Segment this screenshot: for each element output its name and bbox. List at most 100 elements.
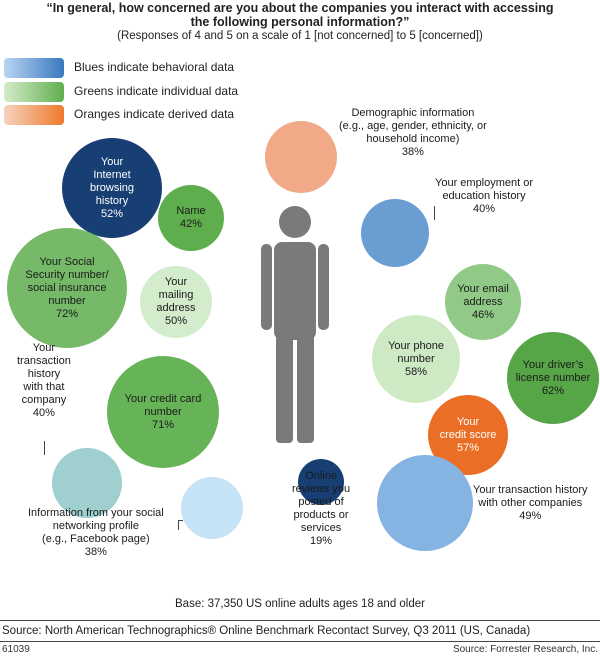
legend-swatch xyxy=(4,105,64,125)
bubble-label-line: networking profile xyxy=(52,520,139,532)
bubble-text: Your phone number 58% xyxy=(388,340,444,379)
bubble-value: 58% xyxy=(404,365,428,378)
bubble-individual: Your credit card number 71% xyxy=(107,356,219,468)
bubble-value: 57% xyxy=(456,441,479,454)
bubble-label-line: number xyxy=(48,294,86,307)
bubble-label-line: Your xyxy=(164,276,188,288)
bubble-behavioral xyxy=(181,477,243,539)
bubble-label-line: license number xyxy=(515,371,591,384)
bubble-label-line: Your xyxy=(32,342,56,354)
bubble-label-line: Internet xyxy=(93,168,131,181)
bubble-text: Your driver’s license number 62% xyxy=(516,359,591,398)
bubble-callout-label: Your employment or education history 40% xyxy=(435,177,533,216)
bubble-text: Name 42% xyxy=(176,205,205,231)
legend-label: Oranges indicate derived data xyxy=(74,107,235,121)
bubble-label-line: mailing xyxy=(158,289,194,301)
bubble-label-line: with other companies xyxy=(478,497,583,509)
bubble-label-line: social insurance xyxy=(27,281,107,294)
bubble-text: Your credit score 57% xyxy=(440,416,497,455)
bubble-label-line: number xyxy=(144,405,182,418)
bubble-label-line: transaction xyxy=(17,355,71,367)
bubble-behavioral xyxy=(298,459,344,505)
bubble-callout-label: Information from your social networking p… xyxy=(28,507,164,559)
chart-title-line-2: the following personal information?” xyxy=(190,15,410,29)
divider-top xyxy=(0,620,600,621)
bubble-behavioral xyxy=(377,455,473,551)
bubble-individual: Your phone number 58% xyxy=(372,315,460,403)
bubble-text: Your email address 46% xyxy=(457,283,509,322)
bubble-label-line: Security number/ xyxy=(25,268,109,281)
legend-swatch xyxy=(4,82,64,102)
bubble-label-line: Demographic information xyxy=(351,107,475,119)
source-note: Source: North American Technographics® O… xyxy=(2,625,531,637)
credit-note: Source: Forrester Research, Inc. xyxy=(452,644,598,655)
bubble-value: 38% xyxy=(84,546,107,558)
bubble-label-line: education history xyxy=(442,190,526,202)
bubble-value: 62% xyxy=(541,384,565,397)
bubble-text: Your Internet browsing history 52% xyxy=(90,156,134,221)
bubble-label-line: (e.g., Facebook page) xyxy=(42,533,150,545)
bubble-label-line: number xyxy=(397,352,435,365)
chart-subtitle: (Responses of 4 and 5 on a scale of 1 [n… xyxy=(117,30,483,42)
bubble-individual: Your email address 46% xyxy=(445,264,521,340)
bubble-label-line: services xyxy=(300,522,342,534)
bubble-callout-label: Your transaction history with that company 40… xyxy=(17,342,71,420)
bubble-derived: Your credit score 57% xyxy=(428,395,508,475)
bubble-label-line: Your Social xyxy=(39,255,95,268)
bubble-label-line: Your employment or xyxy=(435,177,534,189)
bubble-label-line: products or xyxy=(293,509,349,521)
bubble-derived xyxy=(265,121,337,193)
bubble-label-line: history xyxy=(27,368,61,380)
bubble-value: 38% xyxy=(401,146,424,158)
leader-line xyxy=(44,441,45,455)
legend-label: Greens indicate individual data xyxy=(74,84,239,98)
bubble-label-line: address xyxy=(156,302,196,314)
bubble-behavioral xyxy=(52,448,122,518)
bubble-behavioral xyxy=(361,199,429,267)
chart-title-line-1: “In general, how concerned are you about… xyxy=(46,1,554,15)
bubble-label-line: reviews you xyxy=(292,483,351,495)
bubble-label-line: Your phone xyxy=(388,339,444,352)
bubble-label-line: (e.g., age, gender, ethnicity, or xyxy=(339,120,487,132)
bubble-individual: Your mailing address 50% xyxy=(140,266,212,338)
bubble-callout-label: Demographic information (e.g., age, gende… xyxy=(339,107,487,159)
bubble-label-line: Your credit card xyxy=(124,392,202,405)
legend-swatch xyxy=(4,58,64,78)
bubble-text: Your Social Security number/social insura… xyxy=(25,256,108,321)
leader-line xyxy=(178,520,179,530)
person-silhouette-icon xyxy=(261,206,329,443)
bubble-callout-label: Your transaction history with other compa… xyxy=(473,484,588,523)
bubble-value: 49% xyxy=(519,510,542,522)
bubble-value: 50% xyxy=(164,315,187,327)
bubble-label-line: credit score xyxy=(439,428,497,441)
bubble-label-line: history xyxy=(95,194,129,207)
figure-id: 61039 xyxy=(2,644,30,655)
bubble-value: 42% xyxy=(179,218,203,230)
bubble-label-line: company xyxy=(21,394,67,406)
bubble-individual: Name 42% xyxy=(158,185,224,251)
legend-label: Blues indicate behavioral data xyxy=(74,60,235,74)
bubble-text: Your credit card number 71% xyxy=(125,393,202,432)
bubble-individual: Your Social Security number/social insura… xyxy=(7,228,127,348)
chart-title: “In general, how concerned are you about… xyxy=(10,1,590,29)
leader-line xyxy=(178,520,183,521)
bubble-value: 72% xyxy=(55,307,79,320)
bubble-label-line: household income) xyxy=(366,133,460,145)
bubble-value: 40% xyxy=(32,407,55,419)
bubble-label-line: Your xyxy=(100,155,124,168)
bubble-callout-label: Online reviews you posted of products or ser… xyxy=(292,470,350,548)
divider-bottom xyxy=(0,641,600,642)
bubble-label-line: Your transaction history xyxy=(473,484,588,496)
bubble-label-line: posted of xyxy=(298,496,344,508)
bubble-label-line: Name xyxy=(176,205,206,217)
bubble-label-line: Information from your social xyxy=(28,507,164,519)
bubble-label-line: Online xyxy=(305,470,337,482)
bubble-behavioral: Your Internet browsing history 52% xyxy=(62,138,162,238)
bubble-text: Your mailing address 50% xyxy=(156,276,195,328)
leader-line xyxy=(434,206,435,220)
bubble-value: 19% xyxy=(310,535,333,547)
bubble-label-line: Your xyxy=(456,415,480,428)
bubble-label-line: browsing xyxy=(89,181,135,194)
base-note: Base: 37,350 US online adults ages 18 an… xyxy=(175,598,425,610)
bubble-label-line: with that xyxy=(23,381,65,393)
